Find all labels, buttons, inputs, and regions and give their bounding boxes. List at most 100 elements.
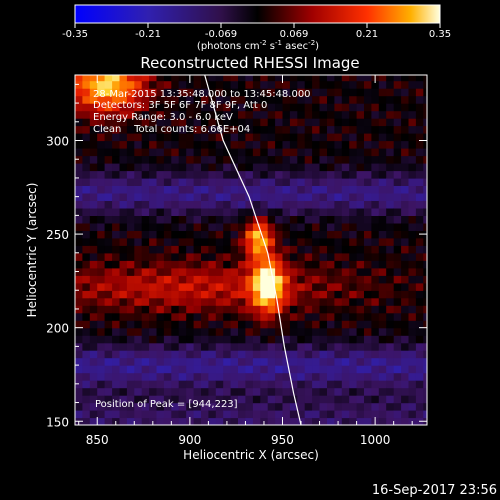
heatmap-cell (423, 252, 427, 261)
heatmap-cell (393, 103, 402, 112)
heatmap-cell (304, 312, 313, 321)
heatmap-cell (223, 380, 232, 389)
colorbar-tick-label: -0.21 (135, 29, 161, 40)
heatmap-cell (89, 335, 98, 344)
heatmap-cell (178, 200, 187, 209)
heatmap-cell (415, 215, 424, 224)
heatmap-cell (312, 155, 321, 164)
heatmap-cell (163, 192, 172, 201)
heatmap-cell (356, 245, 365, 254)
heatmap-cell (378, 75, 387, 82)
heatmap-cell (260, 395, 269, 404)
heatmap-cell (178, 387, 187, 396)
heatmap-cell (364, 260, 372, 269)
heatmap-cell (208, 177, 217, 186)
heatmap-cell (408, 297, 417, 306)
heatmap-cell (289, 118, 298, 127)
heatmap-cell (75, 125, 83, 134)
heatmap-cell (141, 222, 150, 231)
heatmap-cell (334, 192, 343, 201)
heatmap-cell (178, 230, 187, 239)
heatmap-cell (149, 267, 158, 276)
heatmap-cell (186, 215, 195, 224)
heatmap-cell (193, 148, 202, 157)
heatmap-cell (82, 200, 91, 209)
heatmap-cell (386, 335, 395, 344)
heatmap-cell (393, 75, 402, 82)
heatmap-cell (201, 335, 209, 344)
heatmap-cell (112, 185, 121, 194)
heatmap-cell (423, 177, 427, 186)
heatmap-cell (89, 222, 98, 231)
heatmap-cell (186, 395, 195, 404)
heatmap-cell (415, 133, 424, 142)
heatmap-cell (82, 133, 91, 142)
heatmap-cell (423, 207, 427, 216)
heatmap-cell (275, 320, 284, 329)
heatmap-cell (119, 200, 128, 209)
heatmap-cell (208, 260, 217, 269)
heatmap-cell (149, 200, 158, 209)
heatmap-cell (171, 417, 180, 425)
heatmap-cell (371, 387, 380, 396)
heatmap-cell (149, 342, 158, 351)
heatmap-cell (304, 110, 313, 119)
heatmap-cell (341, 395, 350, 404)
heatmap-cell (349, 222, 358, 231)
heatmap-cell (97, 148, 106, 157)
heatmap-cell (104, 163, 113, 172)
heatmap-cell (193, 260, 202, 269)
heatmap-cell (141, 350, 150, 359)
heatmap-cell (312, 177, 321, 186)
heatmap-cell (193, 103, 202, 112)
heatmap-cell (289, 95, 298, 104)
colorbar-units: (photons cm-2 s-1 asec-2) (197, 39, 319, 52)
heatmap-cell (104, 395, 113, 404)
heatmap-cell (393, 417, 402, 425)
heatmap-cell (134, 402, 143, 411)
heatmap-cell (371, 95, 380, 104)
heatmap-cell (327, 110, 335, 119)
heatmap-cell (112, 192, 121, 201)
heatmap-cell (356, 118, 365, 127)
heatmap-cell (260, 230, 269, 239)
heatmap-cell (349, 215, 358, 224)
heatmap-cell (378, 155, 387, 164)
heatmap-cell (349, 118, 358, 127)
heatmap-cell (208, 133, 217, 142)
heatmap-cell (104, 387, 113, 396)
heatmap-cell (171, 155, 180, 164)
heatmap-cell (297, 148, 306, 157)
heatmap-cell (215, 237, 224, 246)
heatmap-cell (215, 215, 224, 224)
heatmap-cell (119, 402, 128, 411)
heatmap-cell (386, 192, 395, 201)
heatmap-cell (401, 350, 410, 359)
heatmap-cell (289, 342, 298, 351)
heatmap-cell (97, 327, 106, 336)
heatmap-cell (230, 155, 239, 164)
heatmap-cell (282, 267, 291, 276)
heatmap-cell (393, 335, 402, 344)
heatmap-cell (126, 312, 135, 321)
heatmap-cell (304, 260, 313, 269)
heatmap-cell (319, 320, 328, 329)
heatmap-cell (378, 133, 387, 142)
heatmap-cell (252, 185, 261, 194)
heatmap-cell (149, 350, 158, 359)
heatmap-cell (252, 237, 261, 246)
heatmap-cell (245, 185, 254, 194)
heatmap-cell (201, 215, 209, 224)
heatmap-cell (201, 402, 209, 411)
heatmap-cell (312, 297, 321, 306)
heatmap-cell (178, 417, 187, 425)
heatmap-cell (423, 327, 427, 336)
heatmap-cell (423, 110, 427, 119)
heatmap-cell (349, 200, 358, 209)
heatmap-cell (327, 237, 335, 246)
heatmap-cell (378, 170, 387, 179)
heatmap-cell (245, 170, 254, 179)
heatmap-cell (186, 372, 195, 381)
heatmap-cell (297, 290, 306, 299)
heatmap-cell (260, 282, 269, 291)
